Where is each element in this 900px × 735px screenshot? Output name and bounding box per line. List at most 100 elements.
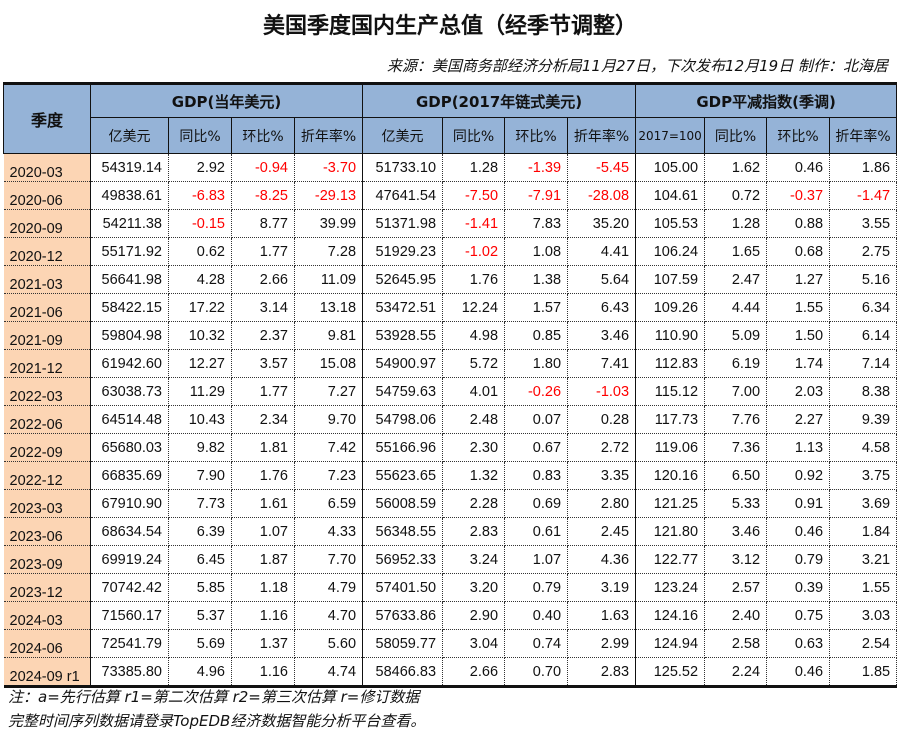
value-cell: 1.16 <box>231 601 295 630</box>
value-cell: -0.26 <box>504 377 569 406</box>
value-cell: -1.41 <box>442 209 506 238</box>
value-cell: 0.92 <box>766 461 831 490</box>
value-cell: 7.27 <box>294 377 364 406</box>
value-cell: 0.74 <box>504 629 569 658</box>
value-cell: -5.45 <box>567 153 637 182</box>
gdp-table: 季度 GDP(当年美元) GDP(2017年链式美元) GDP平减指数(季调) … <box>3 82 898 688</box>
value-cell: 2.24 <box>704 657 768 687</box>
value-cell: 9.81 <box>294 321 364 350</box>
value-cell: 11.29 <box>168 377 232 406</box>
value-cell: 53928.55 <box>362 321 444 350</box>
table-row: 2023-12 70742.42 5.85 1.18 4.79 57401.50 3.20 0… <box>3 573 898 602</box>
value-cell: 2.34 <box>231 405 295 434</box>
value-cell: -1.39 <box>504 153 569 182</box>
value-cell: 1.87 <box>231 545 295 574</box>
period-cell: 2024-06 <box>3 629 91 658</box>
header-sub-3: 折年率% <box>293 117 364 154</box>
header-group-deflator: GDP平减指数(季调) <box>635 83 898 118</box>
value-cell: 9.39 <box>829 405 898 434</box>
value-cell: -7.50 <box>442 181 506 210</box>
value-cell: 110.90 <box>635 321 706 350</box>
value-cell: 9.70 <box>294 405 364 434</box>
value-cell: 70742.42 <box>90 573 169 602</box>
value-cell: 2.90 <box>442 601 506 630</box>
value-cell: 6.34 <box>829 293 898 322</box>
value-cell: 0.85 <box>504 321 569 350</box>
value-cell: 39.99 <box>294 209 364 238</box>
value-cell: 0.83 <box>504 461 569 490</box>
value-cell: 63038.73 <box>90 377 169 406</box>
value-cell: 56641.98 <box>90 265 169 294</box>
value-cell: 1.08 <box>504 237 569 266</box>
value-cell: 1.81 <box>231 433 295 462</box>
value-cell: 0.46 <box>766 657 831 687</box>
period-cell: 2022-09 <box>3 433 91 462</box>
footnote-source: 完整时间序列数据请登录TopEDB经济数据智能分析平台查看。 <box>8 712 426 730</box>
value-cell: 1.62 <box>704 153 768 182</box>
value-cell: 4.58 <box>829 433 898 462</box>
value-cell: 121.25 <box>635 489 706 518</box>
table-row: 2023-09 69919.24 6.45 1.87 7.70 56952.33 3.24 1… <box>3 545 898 574</box>
value-cell: 7.41 <box>567 349 637 378</box>
period-cell: 2024-09 r1 <box>3 657 91 687</box>
value-cell: -7.91 <box>504 181 569 210</box>
value-cell: 11.09 <box>294 265 364 294</box>
value-cell: 5.09 <box>704 321 768 350</box>
value-cell: 3.04 <box>442 629 506 658</box>
value-cell: 2.03 <box>766 377 831 406</box>
value-cell: 2.83 <box>567 657 637 687</box>
value-cell: 7.00 <box>704 377 768 406</box>
value-cell: 2.27 <box>766 405 831 434</box>
header-sub-1: 同比% <box>168 117 232 154</box>
value-cell: 124.94 <box>635 629 706 658</box>
value-cell: 1.18 <box>231 573 295 602</box>
value-cell: 3.55 <box>829 209 898 238</box>
value-cell: 5.37 <box>168 601 232 630</box>
value-cell: 1.63 <box>567 601 637 630</box>
value-cell: 1.57 <box>504 293 569 322</box>
value-cell: 0.79 <box>504 573 569 602</box>
table-row: 2024-06 72541.79 5.69 1.37 5.60 58059.77 3.04 0… <box>3 629 898 658</box>
value-cell: 1.16 <box>231 657 295 687</box>
value-cell: 55171.92 <box>90 237 169 266</box>
value-cell: 2.40 <box>704 601 768 630</box>
value-cell: 2.28 <box>442 489 506 518</box>
table-row: 2022-09 65680.03 9.82 1.81 7.42 55166.96 2.30 0… <box>3 433 898 462</box>
value-cell: 0.63 <box>766 629 831 658</box>
value-cell: 3.46 <box>704 517 768 546</box>
value-cell: 0.62 <box>168 237 232 266</box>
value-cell: 49838.61 <box>90 181 169 210</box>
value-cell: 4.01 <box>442 377 506 406</box>
header-sub-6: 环比% <box>504 117 569 154</box>
value-cell: 2.37 <box>231 321 295 350</box>
value-cell: 112.83 <box>635 349 706 378</box>
value-cell: 1.74 <box>766 349 831 378</box>
value-cell: 56008.59 <box>362 489 444 518</box>
value-cell: 0.79 <box>766 545 831 574</box>
value-cell: 7.73 <box>168 489 232 518</box>
period-cell: 2024-03 <box>3 601 91 630</box>
value-cell: 7.83 <box>504 209 569 238</box>
value-cell: 58422.15 <box>90 293 169 322</box>
value-cell: 1.77 <box>231 237 295 266</box>
value-cell: -1.47 <box>829 181 898 210</box>
value-cell: 2.66 <box>442 657 506 687</box>
value-cell: 2.75 <box>829 237 898 266</box>
value-cell: 7.28 <box>294 237 364 266</box>
value-cell: 52645.95 <box>362 265 444 294</box>
value-cell: 10.43 <box>168 405 232 434</box>
value-cell: 12.24 <box>442 293 506 322</box>
value-cell: 0.69 <box>504 489 569 518</box>
value-cell: 4.36 <box>567 545 637 574</box>
value-cell: 8.77 <box>231 209 295 238</box>
period-cell: 2020-06 <box>3 181 91 210</box>
period-cell: 2020-03 <box>3 153 91 182</box>
value-cell: 4.70 <box>294 601 364 630</box>
value-cell: 3.75 <box>829 461 898 490</box>
value-cell: 4.44 <box>704 293 768 322</box>
header-sub-9: 同比% <box>704 117 768 154</box>
value-cell: 1.65 <box>704 237 768 266</box>
value-cell: 4.96 <box>168 657 232 687</box>
header-group-nominal: GDP(当年美元) <box>89 83 364 118</box>
header-group-real: GDP(2017年链式美元) <box>362 83 637 118</box>
